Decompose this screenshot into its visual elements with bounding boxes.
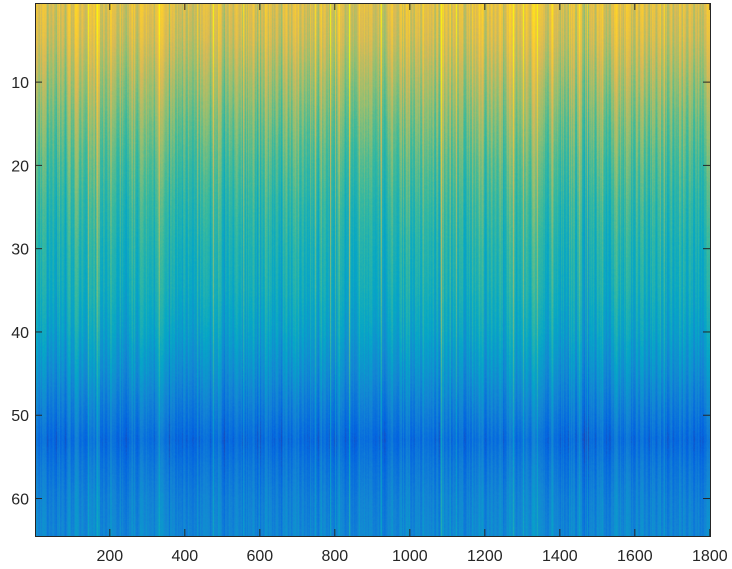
y-tick-label: 60 <box>11 492 29 509</box>
x-tick-label: 400 <box>171 548 198 565</box>
y-axis-ticks: 10 20 30 40 50 60 <box>11 75 710 508</box>
x-axis-ticks: 200 400 600 800 1000 1200 1400 1600 1800 <box>96 3 727 565</box>
x-tick-label: 600 <box>246 548 273 565</box>
x-tick-label: 1600 <box>617 548 653 565</box>
x-tick-label: 1400 <box>542 548 578 565</box>
x-tick-label: 1200 <box>467 548 503 565</box>
y-tick-label: 10 <box>11 75 29 92</box>
x-tick-label: 200 <box>96 548 123 565</box>
y-tick-label: 20 <box>11 158 29 175</box>
x-tick-label: 1800 <box>692 548 728 565</box>
x-tick-label: 800 <box>321 548 348 565</box>
y-tick-label: 30 <box>11 242 29 259</box>
x-tick-label: 1000 <box>392 548 428 565</box>
y-tick-label: 40 <box>11 325 29 342</box>
plot-frame <box>36 4 711 537</box>
y-tick-label: 50 <box>11 408 29 425</box>
